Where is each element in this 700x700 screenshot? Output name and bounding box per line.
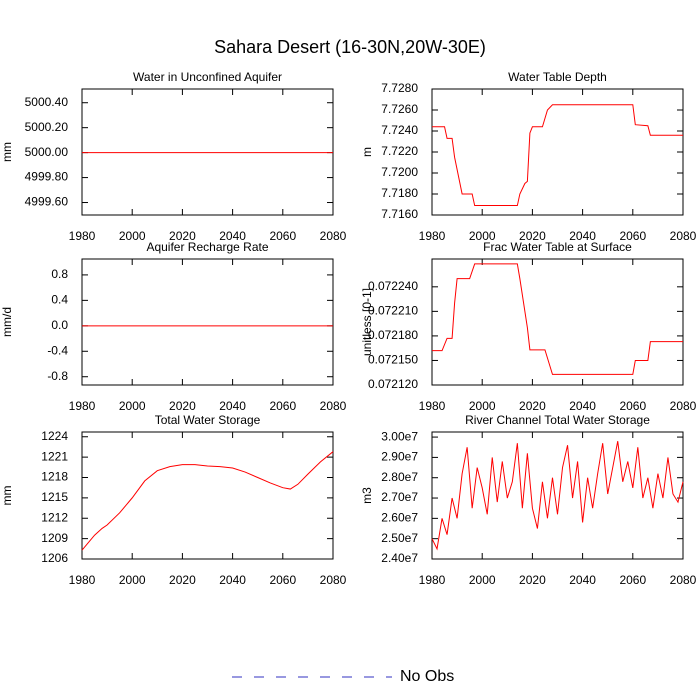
plot-frame [81,431,334,560]
y-tick-label: 2.60e7 [381,511,418,525]
y-axis-label: mm/d [0,307,14,337]
data-line [431,441,684,551]
y-tick-label: 5000.20 [25,120,69,134]
x-tick-label: 2020 [169,229,196,243]
x-tick-label: 2000 [119,399,146,413]
y-tick-label: 0.072210 [368,304,418,318]
x-tick-label: 2040 [569,229,596,243]
x-tick-label: 2040 [569,399,596,413]
panel-title: Water Table Depth [508,70,607,84]
y-tick-label: 7.7200 [381,165,418,179]
x-tick-label: 2020 [519,573,546,587]
x-tick-label: 2080 [320,229,347,243]
x-tick-label: 2060 [269,573,296,587]
figure-title: Sahara Desert (16-30N,20W-30E) [214,37,486,57]
plot-frame [431,88,684,216]
x-tick-label: 1980 [419,399,446,413]
x-tick-label: 2060 [619,229,646,243]
panel-title: Water in Unconfined Aquifer [133,70,282,84]
x-tick-label: 2060 [619,573,646,587]
panel-title: Total Water Storage [155,413,261,427]
y-tick-label: 1212 [41,510,68,524]
y-tick-label: 1209 [41,531,68,545]
x-tick-label: 2080 [320,573,347,587]
x-tick-label: 1980 [419,229,446,243]
x-tick-label: 1980 [419,573,446,587]
x-tick-label: 1980 [69,399,96,413]
y-axis-label: unitless [0-1] [360,288,374,356]
y-tick-label: 1224 [41,429,68,443]
y-tick-label: 2.70e7 [381,490,418,504]
y-axis-label: mm [0,486,14,506]
y-tick-label: 7.7240 [381,123,418,137]
data-line [432,104,683,207]
y-tick-label: 0.0 [51,318,68,332]
x-tick-label: 2080 [670,229,697,243]
plot-frame [431,431,684,560]
x-tick-label: 2000 [469,229,496,243]
x-tick-label: 2040 [219,399,246,413]
y-tick-label: 2.50e7 [381,531,418,545]
legend-label: presc_sm [400,698,469,700]
plot-frame [431,258,684,386]
panel-title: River Channel Total Water Storage [465,413,650,427]
y-tick-label: 0.072180 [368,328,418,342]
y-axis-label: m [360,147,374,157]
y-tick-label: 4999.80 [25,170,69,184]
x-tick-label: 2040 [219,229,246,243]
plot-frame [81,258,334,386]
x-tick-label: 2040 [569,573,596,587]
y-axis-label: m3 [360,487,374,504]
data-line [432,263,683,375]
legend-label: No Obs [400,668,454,685]
y-tick-label: 2.40e7 [381,551,418,565]
x-tick-label: 2060 [619,399,646,413]
panel-title: Frac Water Table at Surface [483,240,632,254]
y-tick-label: 5000.00 [25,145,69,159]
x-tick-label: 2080 [670,399,697,413]
y-tick-label: 0.072120 [368,377,418,391]
y-tick-label: 0.8 [51,267,68,281]
y-tick-label: 7.7160 [381,207,418,221]
x-tick-label: 2000 [469,399,496,413]
x-tick-label: 2080 [320,399,347,413]
x-tick-label: 2000 [119,573,146,587]
x-tick-label: 1980 [69,573,96,587]
x-tick-label: 2020 [519,399,546,413]
x-tick-label: 1980 [69,229,96,243]
y-tick-label: 1206 [41,551,68,565]
y-tick-label: -0.8 [47,369,68,383]
y-tick-label: 2.90e7 [381,450,418,464]
y-tick-label: 0.4 [51,293,68,307]
x-tick-label: 2080 [670,573,697,587]
y-tick-label: 4999.60 [25,195,69,209]
x-tick-label: 2060 [269,229,296,243]
x-tick-label: 2060 [269,399,296,413]
x-tick-label: 2000 [469,573,496,587]
y-tick-label: 1215 [41,490,68,504]
x-tick-label: 2000 [119,229,146,243]
y-tick-label: 7.7180 [381,186,418,200]
x-tick-label: 2020 [169,399,196,413]
data-line [81,451,334,551]
y-tick-label: -0.4 [47,343,68,357]
y-tick-label: 0.072150 [368,353,418,367]
y-tick-label: 7.7280 [381,81,418,95]
y-axis-label: mm [0,142,14,162]
y-tick-label: 1218 [41,470,68,484]
x-tick-label: 2020 [519,229,546,243]
panel-title: Aquifer Recharge Rate [146,240,268,254]
y-tick-label: 7.7260 [381,102,418,116]
y-tick-label: 0.072240 [368,279,418,293]
y-tick-label: 1221 [41,449,68,463]
y-tick-label: 3.00e7 [381,429,418,443]
x-tick-label: 2020 [169,573,196,587]
x-tick-label: 2040 [219,573,246,587]
plot-frame [81,88,334,216]
y-tick-label: 2.80e7 [381,470,418,484]
y-tick-label: 5000.40 [25,95,69,109]
y-tick-label: 7.7220 [381,144,418,158]
